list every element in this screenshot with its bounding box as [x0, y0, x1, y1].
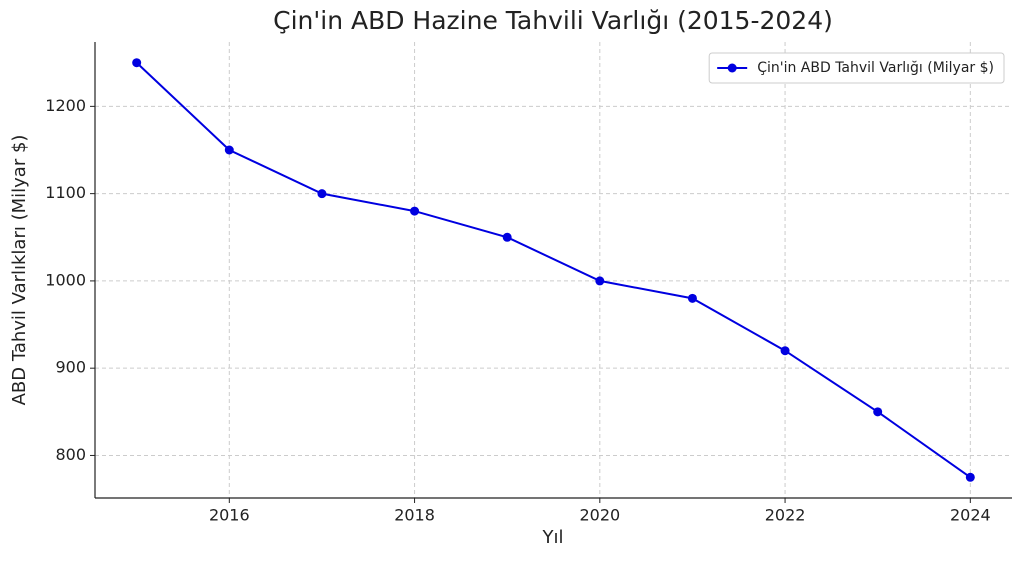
y-axis-label: ABD Tahvil Varlıkları (Milyar $)	[9, 135, 30, 406]
data-point	[780, 346, 790, 356]
y-tick-label: 1100	[45, 183, 86, 202]
x-tick-label: 2022	[765, 506, 806, 525]
x-tick-label: 2018	[394, 506, 435, 525]
legend-marker	[727, 63, 737, 73]
x-tick-label: 2016	[209, 506, 250, 525]
legend-box	[708, 52, 1005, 84]
legend-label: Çin'in ABD Tahvil Varlığı (Milyar $)	[757, 60, 994, 76]
data-point	[873, 407, 883, 417]
data-point	[132, 58, 142, 68]
data-point	[502, 232, 512, 242]
x-tick-label: 2020	[579, 506, 620, 525]
data-point	[317, 189, 327, 199]
legend: Çin'in ABD Tahvil Varlığı (Milyar $)	[708, 52, 1005, 84]
data-point	[965, 472, 975, 482]
y-tick-label: 1000	[45, 270, 86, 289]
chart-title: Çin'in ABD Hazine Tahvili Varlığı (2015-…	[273, 6, 833, 35]
y-tick-label: 1200	[45, 96, 86, 115]
data-point	[687, 293, 697, 303]
x-axis-label: Yıl	[542, 527, 564, 548]
x-tick-label: 2024	[950, 506, 991, 525]
data-point	[224, 145, 234, 155]
y-tick-label: 900	[55, 358, 86, 377]
data-point	[595, 276, 605, 286]
series-line	[135, 61, 971, 479]
data-point	[410, 206, 420, 216]
y-tick-label: 800	[55, 445, 86, 464]
